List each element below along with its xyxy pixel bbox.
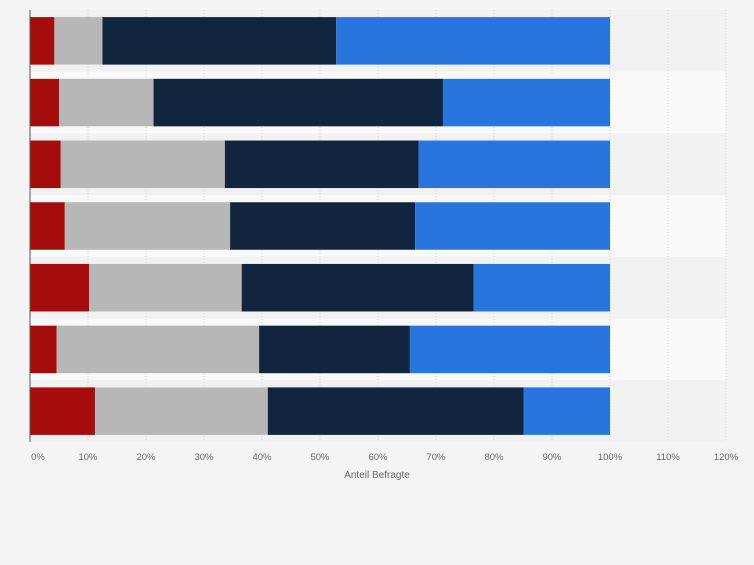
bar-segment-2[interactable] bbox=[89, 263, 242, 312]
bar-segment-1[interactable] bbox=[30, 17, 55, 65]
bar-segment-1[interactable] bbox=[30, 78, 59, 127]
x-tick-labels: 0% 10% 20% 30% 40% 50% 60% 70% 80% 90% 100% 110% 120… bbox=[31, 452, 739, 463]
bar-segment-4[interactable] bbox=[415, 202, 610, 250]
x-tick-label: 20% bbox=[136, 452, 156, 463]
bar-segment-2[interactable] bbox=[94, 387, 268, 435]
bar-segment-4[interactable] bbox=[442, 78, 610, 127]
x-tick-label: 100% bbox=[598, 452, 623, 463]
x-tick-label: 90% bbox=[542, 452, 562, 463]
x-tick-label: 80% bbox=[484, 452, 504, 463]
x-tick-label: 40% bbox=[252, 452, 272, 463]
bars bbox=[30, 17, 610, 435]
bar-segment-4[interactable] bbox=[523, 387, 610, 435]
x-tick-label: 10% bbox=[78, 452, 98, 463]
bar-segment-2[interactable] bbox=[60, 140, 225, 189]
x-axis-label: Anteil Befragte bbox=[344, 470, 410, 481]
bar-segment-4[interactable] bbox=[473, 263, 610, 312]
bar-segment-4[interactable] bbox=[409, 325, 610, 374]
bar-segment-4[interactable] bbox=[336, 17, 610, 65]
bar-segment-2[interactable] bbox=[56, 325, 260, 374]
bar-segment-2[interactable] bbox=[59, 78, 154, 127]
bar-segment-1[interactable] bbox=[30, 202, 65, 250]
x-tick-label: 120% bbox=[714, 452, 739, 463]
bar-segment-1[interactable] bbox=[30, 325, 57, 374]
bar-segment-3[interactable] bbox=[267, 387, 524, 435]
x-tick-label: 50% bbox=[310, 452, 330, 463]
bar-segment-1[interactable] bbox=[30, 263, 90, 312]
x-tick-label: 0% bbox=[31, 452, 45, 463]
x-tick-label: 110% bbox=[656, 452, 680, 463]
bar-segment-1[interactable] bbox=[30, 387, 95, 435]
bar-segment-4[interactable] bbox=[418, 140, 610, 189]
x-tick-label: 70% bbox=[426, 452, 446, 463]
bar-segment-1[interactable] bbox=[30, 140, 61, 189]
bar-segment-2[interactable] bbox=[64, 202, 231, 250]
x-tick-label: 30% bbox=[194, 452, 214, 463]
bar-segment-3[interactable] bbox=[102, 17, 337, 65]
bar-segment-3[interactable] bbox=[259, 325, 410, 374]
bar-segment-3[interactable] bbox=[224, 140, 419, 189]
bar-segment-3[interactable] bbox=[153, 78, 443, 127]
bar-segment-3[interactable] bbox=[241, 263, 474, 312]
bar-segment-2[interactable] bbox=[54, 17, 103, 65]
x-tick-label: 60% bbox=[368, 452, 388, 463]
bar-segment-3[interactable] bbox=[230, 202, 416, 250]
